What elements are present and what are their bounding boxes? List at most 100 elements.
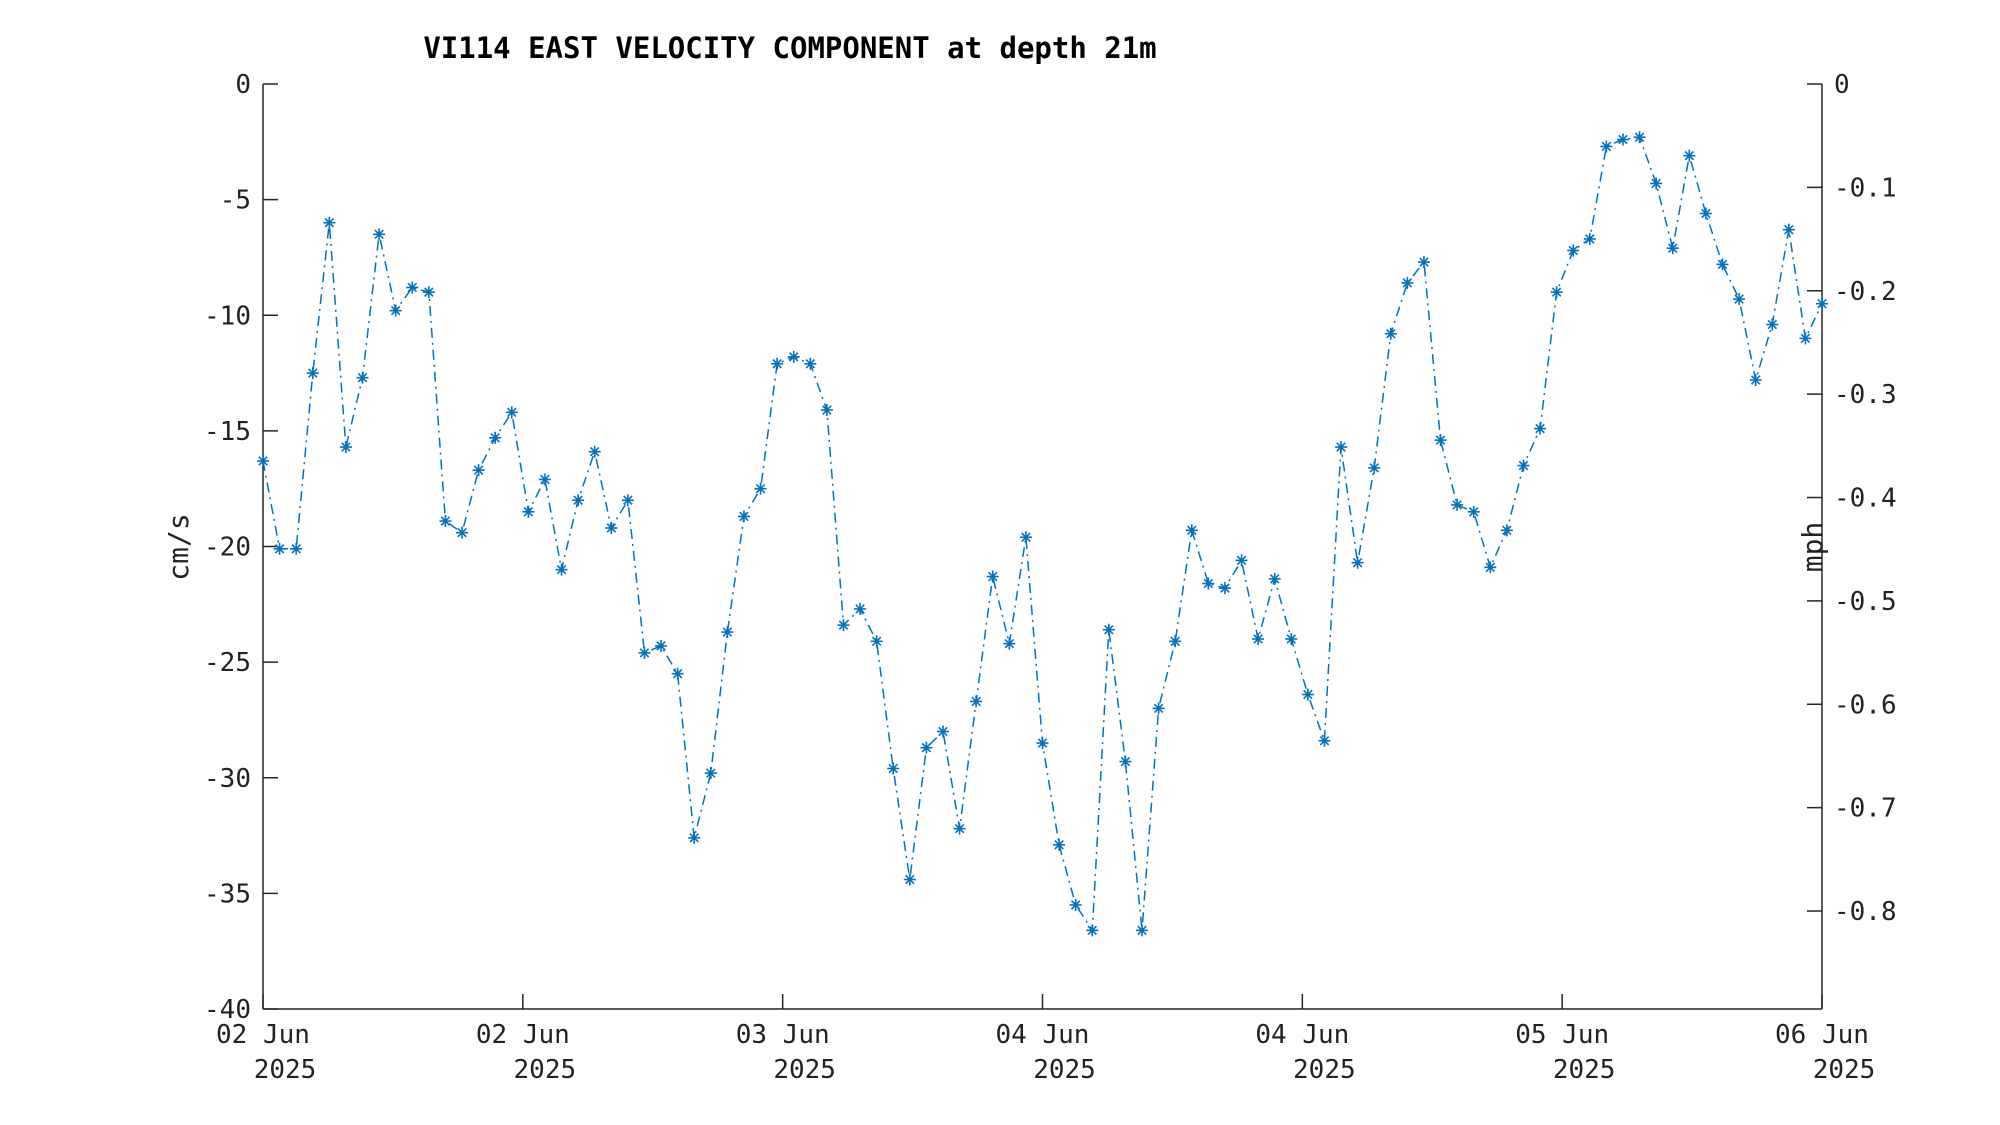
data-point [323, 216, 336, 229]
data-point [655, 639, 668, 652]
data-point [422, 286, 435, 299]
x-tick-label-date: 02 Jun [476, 1020, 570, 1050]
data-point [572, 494, 585, 507]
data-point [1019, 531, 1032, 544]
y-tick-label: -15 [204, 417, 251, 447]
y2-tick-label: 0 [1834, 70, 1850, 100]
data-point [505, 406, 518, 419]
data-point [1301, 688, 1314, 701]
plot-area [257, 131, 1828, 937]
data-point [1699, 207, 1712, 220]
data-point [1102, 623, 1115, 636]
y2-tick-label: -0.6 [1834, 690, 1897, 720]
x-tick-label-year: 2025 [1813, 1055, 1876, 1085]
y2-tick-label: -0.2 [1834, 277, 1897, 307]
data-point [1285, 633, 1298, 645]
y2-tick-label: -0.4 [1834, 484, 1897, 514]
data-point [339, 441, 352, 454]
data-point [538, 473, 551, 486]
data-point [1136, 924, 1149, 937]
data-point [1368, 461, 1381, 474]
data-point [1517, 459, 1530, 472]
x-tick-label-year: 2025 [254, 1055, 317, 1085]
data-point [970, 695, 983, 708]
data-point [1169, 635, 1182, 648]
data-point [1600, 140, 1613, 153]
data-point [1335, 441, 1348, 454]
data-point [1816, 297, 1828, 310]
y-axis-label: cm/s [162, 513, 195, 580]
x-tick-label-year: 2025 [514, 1055, 577, 1085]
data-point [1451, 498, 1464, 511]
data-point [489, 431, 502, 444]
data-point [920, 741, 933, 754]
y2-tick-label: -0.8 [1834, 897, 1897, 927]
y2-tick-label: -0.7 [1834, 794, 1897, 824]
x-tick-label-year: 2025 [1553, 1055, 1616, 1085]
data-point [1119, 755, 1132, 768]
data-point [870, 635, 883, 648]
data-point [1666, 242, 1679, 255]
data-point [1583, 232, 1596, 245]
data-point [273, 542, 286, 555]
data-point [1467, 505, 1480, 518]
series-line [262, 136, 1823, 933]
y-tick-label: -35 [204, 879, 251, 909]
data-point [820, 404, 833, 417]
data-point [373, 228, 386, 241]
data-point [1500, 524, 1513, 537]
data-point [1185, 524, 1198, 537]
x-tick-label-year: 2025 [1293, 1055, 1356, 1085]
data-point [787, 350, 800, 363]
data-point [1318, 734, 1331, 747]
x-tick-label-date: 06 Jun [1775, 1020, 1869, 1050]
data-point [1650, 177, 1663, 190]
y-tick-label: -30 [204, 764, 251, 794]
data-point [1782, 223, 1795, 236]
data-point [737, 510, 750, 523]
data-point [1633, 131, 1646, 144]
data-point [688, 831, 701, 844]
data-point [1567, 244, 1580, 257]
data-point [1268, 572, 1281, 585]
data-point [903, 873, 916, 886]
data-point [1202, 577, 1215, 590]
data-point [671, 667, 684, 680]
y2-tick-label: -0.3 [1834, 380, 1897, 410]
data-point [356, 371, 369, 384]
x-tick-label-date: 02 Jun [216, 1020, 310, 1050]
data-point [1069, 898, 1082, 911]
y2-tick-label: -0.1 [1834, 173, 1897, 203]
data-point [1616, 133, 1629, 146]
data-point [306, 367, 319, 380]
data-point [1351, 556, 1364, 569]
data-point [1550, 286, 1563, 299]
data-point [1401, 276, 1414, 289]
data-point [1434, 434, 1447, 447]
axes: 0 -5 -10 -15 -20 -25 -30 -35 -40 0 -0.1 -0.2 -0.3 -0.… [204, 70, 1897, 1085]
x-tick-label-date: 04 Jun [1255, 1020, 1349, 1050]
data-point [456, 526, 469, 539]
y-tick-label: 0 [235, 70, 251, 100]
y-tick-label: -5 [220, 186, 251, 216]
data-point [704, 767, 717, 780]
data-point [771, 357, 784, 370]
data-point [1484, 561, 1497, 574]
data-point [522, 505, 535, 518]
data-point [1799, 332, 1812, 345]
data-point [837, 619, 850, 632]
data-point [986, 570, 999, 583]
data-point [1086, 924, 1099, 937]
data-point [1766, 318, 1779, 331]
data-point [887, 762, 900, 775]
data-point [1003, 637, 1016, 650]
y-tick-label: -40 [204, 995, 251, 1025]
data-point [389, 304, 402, 317]
x-tick-label-year: 2025 [1033, 1055, 1096, 1085]
data-point [472, 464, 485, 477]
data-point [1716, 258, 1729, 271]
data-point [439, 515, 452, 528]
y2-tick-label: -0.5 [1834, 587, 1897, 617]
data-point [1235, 554, 1248, 567]
